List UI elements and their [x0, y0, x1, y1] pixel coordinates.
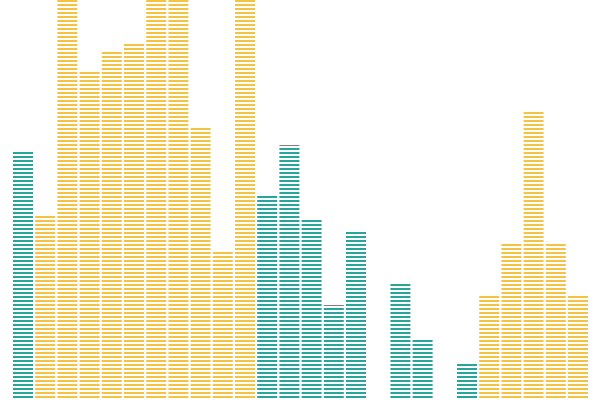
bar-22 — [501, 243, 522, 400]
bars-group — [13, 0, 588, 400]
bar-23 — [523, 112, 544, 400]
bar-7 — [168, 0, 189, 400]
bar-5 — [124, 44, 144, 400]
bar-3 — [79, 72, 100, 400]
bar-21 — [479, 294, 500, 400]
bar-14 — [323, 305, 344, 400]
bar-4 — [101, 52, 122, 400]
bar-2 — [57, 0, 78, 400]
bar-9 — [212, 250, 233, 400]
bar-24 — [545, 243, 566, 400]
bar-10 — [235, 0, 255, 400]
bar-18 — [412, 340, 433, 400]
bar-17 — [390, 284, 411, 400]
bar-13 — [301, 219, 322, 400]
bar-12 — [279, 145, 300, 400]
bar-6 — [146, 0, 167, 400]
bar-25 — [568, 294, 588, 400]
bar-20 — [457, 362, 477, 400]
bar-0 — [13, 152, 33, 400]
bar-11 — [257, 194, 278, 400]
bar-8 — [190, 126, 211, 400]
bar-15 — [346, 230, 366, 400]
bar-1 — [35, 215, 56, 400]
